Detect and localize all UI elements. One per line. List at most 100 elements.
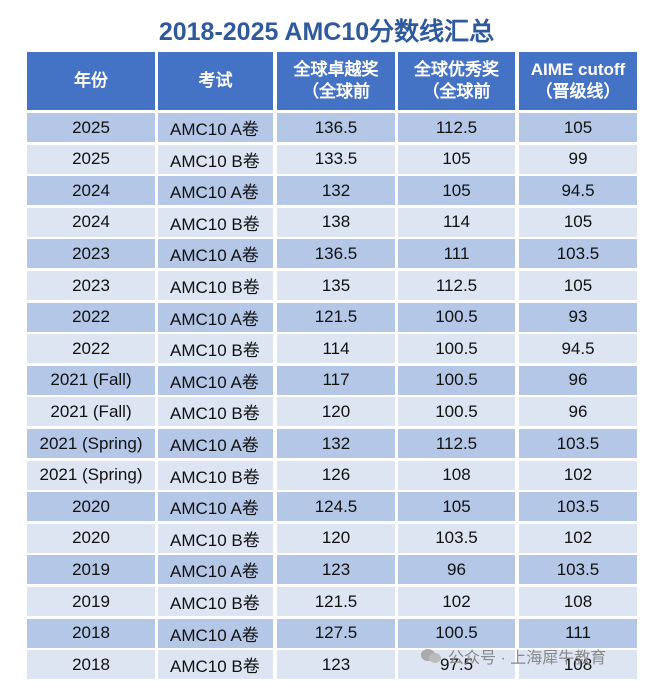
table-cell: AMC10 A卷 bbox=[158, 429, 273, 458]
table-cell: 2024 bbox=[27, 207, 155, 237]
table-cell: 103.5 bbox=[519, 492, 637, 522]
table-cell: 2021 (Spring) bbox=[27, 460, 155, 490]
header-text: 年份 bbox=[74, 71, 108, 90]
table-cell: 94.5 bbox=[519, 334, 637, 364]
table-cell: 105 bbox=[398, 144, 515, 174]
table-cell: AMC10 A卷 bbox=[158, 555, 273, 585]
table-cell: 105 bbox=[519, 113, 637, 142]
table-cell: 2018 bbox=[27, 650, 155, 680]
table-cell: 138 bbox=[277, 207, 395, 237]
table-cell: 108 bbox=[398, 460, 515, 490]
header-text: （晋级线） bbox=[535, 82, 621, 101]
table-cell: AMC10 B卷 bbox=[158, 144, 273, 174]
table-cell: 2021 (Fall) bbox=[27, 397, 155, 427]
table-cell: 103.5 bbox=[519, 555, 637, 585]
table-cell: 2020 bbox=[27, 492, 155, 522]
watermark: 公众号 · 上海犀牛教育 bbox=[420, 644, 606, 668]
table-cell: AMC10 B卷 bbox=[158, 523, 273, 553]
table-cell: 103.5 bbox=[519, 239, 637, 269]
table-cell: 100.5 bbox=[398, 618, 515, 648]
table-cell: 2020 bbox=[27, 523, 155, 553]
table-cell: 93 bbox=[519, 302, 637, 332]
table-cell: 2021 (Spring) bbox=[27, 429, 155, 458]
header-cell: 全球卓越奖 （全球前 bbox=[277, 52, 395, 110]
table-cell: 103.5 bbox=[519, 429, 637, 458]
table-cell: 2023 bbox=[27, 239, 155, 269]
table-cell: 112.5 bbox=[398, 113, 515, 142]
table-cell: 2025 bbox=[27, 113, 155, 142]
table-cell: 2025 bbox=[27, 144, 155, 174]
table-cell: 121.5 bbox=[277, 587, 395, 616]
table-cell: AMC10 A卷 bbox=[158, 302, 273, 332]
table-cell: AMC10 B卷 bbox=[158, 397, 273, 427]
table-cell: 135 bbox=[277, 271, 395, 300]
table-cell: 94.5 bbox=[519, 176, 637, 206]
table-cell: 99 bbox=[519, 144, 637, 174]
table-cell: AMC10 A卷 bbox=[158, 492, 273, 522]
table-cell: 120 bbox=[277, 523, 395, 553]
table-cell: AMC10 B卷 bbox=[158, 334, 273, 364]
table-cell: 102 bbox=[519, 523, 637, 553]
table-cell: 112.5 bbox=[398, 429, 515, 458]
table-cell: 103.5 bbox=[398, 523, 515, 553]
table-cell: AMC10 B卷 bbox=[158, 650, 273, 680]
table-cell: AMC10 B卷 bbox=[158, 460, 273, 490]
watermark-icon bbox=[421, 649, 441, 663]
table-cell: 111 bbox=[519, 618, 637, 648]
table-cell: 121.5 bbox=[277, 302, 395, 332]
table-cell: 2022 bbox=[27, 302, 155, 332]
table-cell: 102 bbox=[519, 460, 637, 490]
table-cell: 132 bbox=[277, 429, 395, 458]
table-cell: AMC10 A卷 bbox=[158, 239, 273, 269]
table-cell: 111 bbox=[398, 239, 515, 269]
table-cell: 2024 bbox=[27, 176, 155, 206]
header-text: 考试 bbox=[198, 71, 233, 90]
table-cell: 105 bbox=[398, 176, 515, 206]
table-cell: 108 bbox=[519, 650, 637, 680]
table-cell: 133.5 bbox=[277, 144, 395, 174]
table-cell: 123 bbox=[277, 650, 395, 680]
table-cell: AMC10 A卷 bbox=[158, 113, 273, 142]
table-cell: 114 bbox=[277, 334, 395, 364]
table-cell: 2019 bbox=[27, 587, 155, 616]
table-cell: 2021 (Fall) bbox=[27, 365, 155, 395]
header-cell: 考试 bbox=[158, 52, 273, 110]
table-cell: 126 bbox=[277, 460, 395, 490]
table-cell: 117 bbox=[277, 365, 395, 395]
table-cell: 108 bbox=[519, 587, 637, 616]
table-cell: AMC10 B卷 bbox=[158, 587, 273, 616]
table-cell: 100.5 bbox=[398, 302, 515, 332]
table-cell: AMC10 A卷 bbox=[158, 618, 273, 648]
table-cell: 136.5 bbox=[277, 239, 395, 269]
table-cell: AMC10 A卷 bbox=[158, 176, 273, 206]
header-text: AIME cutoff bbox=[530, 60, 626, 79]
header-cell: 全球优秀奖 （全球前 bbox=[398, 52, 515, 110]
header-cell: 年份 bbox=[27, 52, 155, 110]
table-cell: 96 bbox=[398, 555, 515, 585]
header-text: （全球前 bbox=[302, 82, 370, 101]
table-cell: 2019 bbox=[27, 555, 155, 585]
table-cell: AMC10 A卷 bbox=[158, 365, 273, 395]
table-cell: 102 bbox=[398, 587, 515, 616]
table-cell: 2022 bbox=[27, 334, 155, 364]
table-cell: 2018 bbox=[27, 618, 155, 648]
header-text: 全球卓越奖 bbox=[293, 60, 379, 79]
table-cell: 136.5 bbox=[277, 113, 395, 142]
table-cell: 120 bbox=[277, 397, 395, 427]
title: 2018-2025 AMC10分数线汇总 bbox=[158, 18, 495, 46]
table-cell: 114 bbox=[398, 207, 515, 237]
table-cell: 2023 bbox=[27, 271, 155, 300]
table-cell: 123 bbox=[277, 555, 395, 585]
table-cell: AMC10 B卷 bbox=[158, 207, 273, 237]
header-cell: AIME cutoff （晋级线） bbox=[519, 52, 637, 110]
table-cell: 96 bbox=[519, 397, 637, 427]
table-cell: 97.5 bbox=[398, 650, 515, 680]
watermark-text: 公众号 · 上海犀牛教育 bbox=[448, 650, 607, 667]
header-text: （全球前 bbox=[422, 82, 491, 101]
table-cell: 100.5 bbox=[398, 365, 515, 395]
table-cell: 100.5 bbox=[398, 397, 515, 427]
table-cell: AMC10 B卷 bbox=[158, 271, 273, 300]
table-cell: 105 bbox=[519, 271, 637, 300]
table-cell: 124.5 bbox=[277, 492, 395, 522]
